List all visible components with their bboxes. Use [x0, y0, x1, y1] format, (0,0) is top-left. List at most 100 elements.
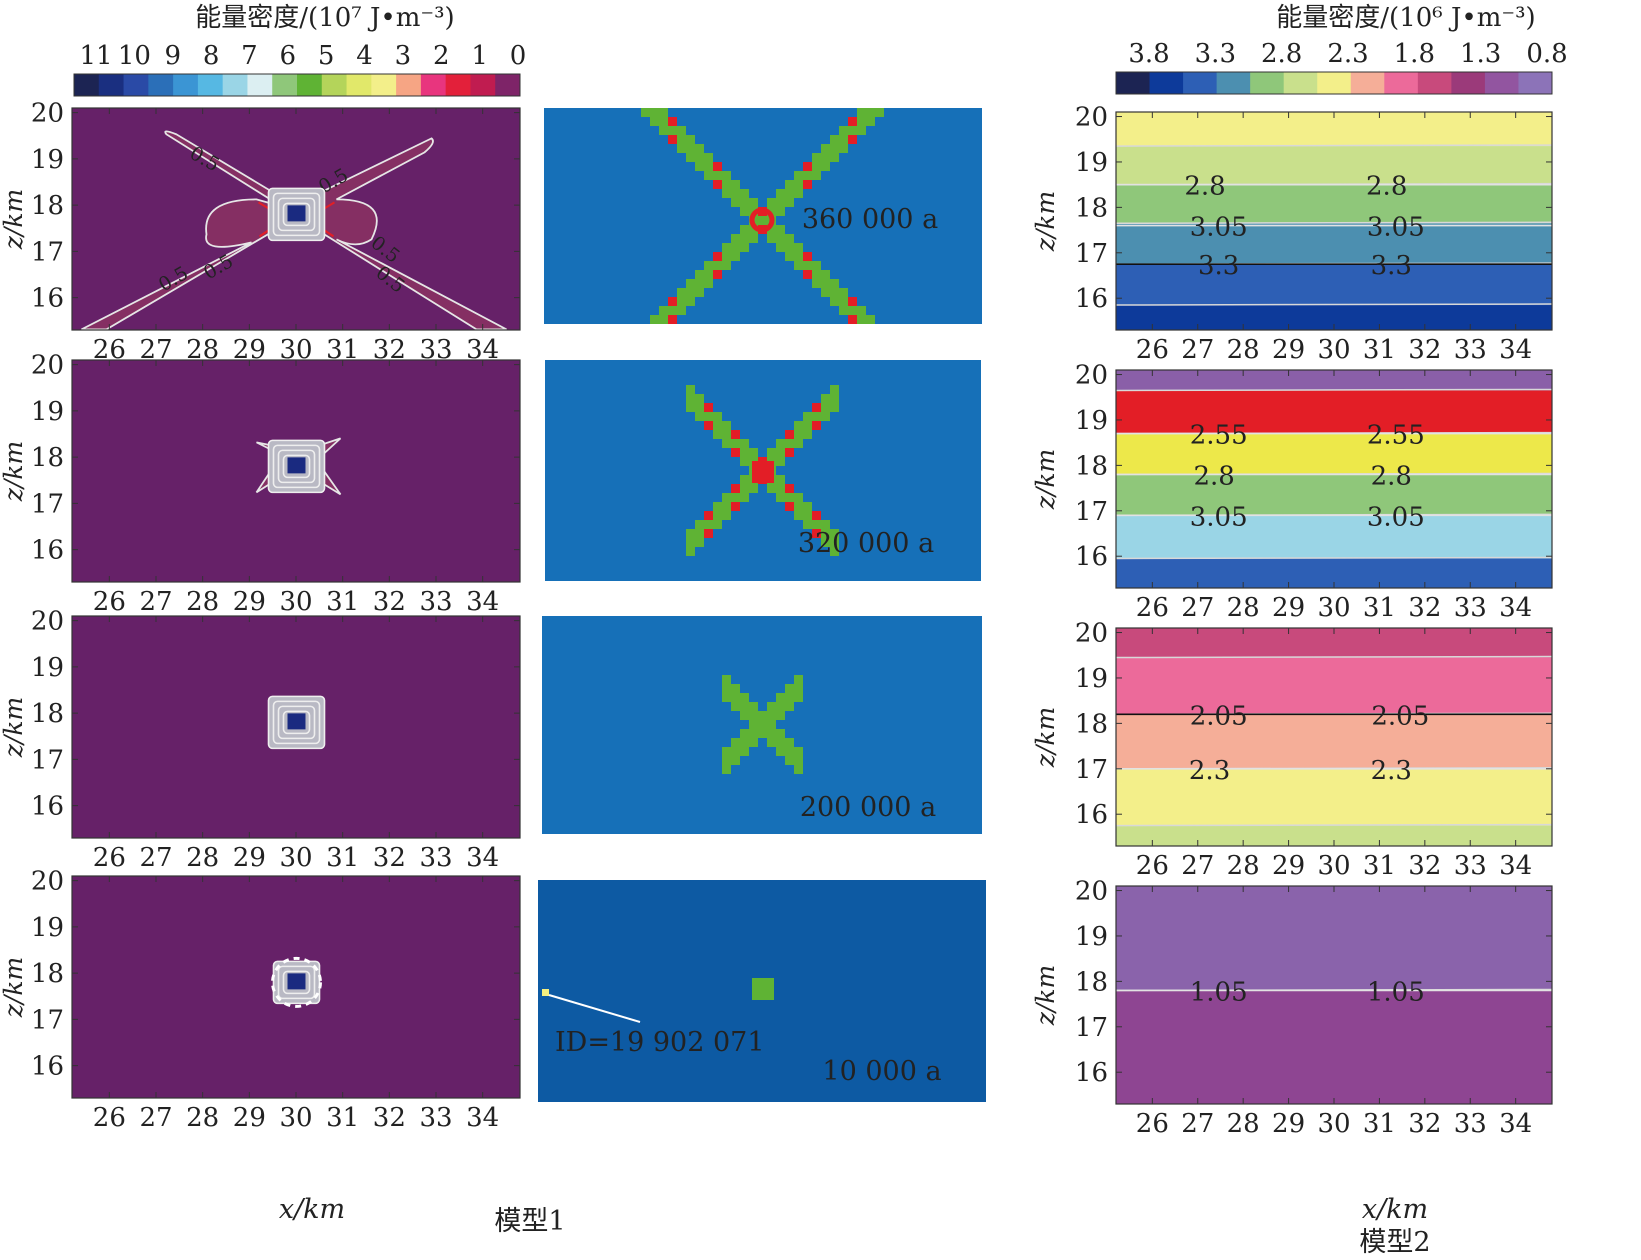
colorbar-swatch: [74, 74, 100, 96]
cell: [677, 135, 686, 144]
cell: [749, 711, 758, 720]
cell: [686, 144, 695, 153]
cell: [884, 90, 893, 99]
energy-band: [1116, 825, 1552, 846]
cell: [848, 135, 857, 144]
cell: [767, 448, 776, 457]
cell-panel: 320 000 a: [545, 360, 981, 581]
cell: [767, 720, 776, 729]
cell: [785, 430, 794, 439]
cell: [812, 162, 821, 171]
model1-caption: 模型1: [494, 1206, 565, 1237]
cell: [659, 126, 668, 135]
cell: [857, 306, 866, 315]
cell: [803, 261, 812, 270]
core-contour: [272, 444, 321, 489]
cell: [857, 126, 866, 135]
x-tick-label: 34: [1499, 593, 1532, 623]
colorbar-swatch: [1384, 72, 1419, 94]
y-axis-label: z/km: [1031, 449, 1060, 510]
cell: [893, 351, 902, 360]
cell: [929, 45, 938, 54]
x-tick-label: 27: [139, 587, 172, 617]
cell: [929, 36, 938, 45]
cell: [830, 547, 839, 556]
cell: [722, 756, 731, 765]
x-tick-label: 31: [1363, 593, 1396, 623]
cell: [947, 36, 956, 45]
cell: [785, 738, 794, 747]
cell: [794, 675, 803, 684]
cell: [749, 448, 758, 457]
cell: [794, 189, 803, 198]
cell: [875, 324, 884, 333]
x-tick-label: 31: [1363, 851, 1396, 881]
core-contour: [272, 700, 321, 745]
x-tick-label: 32: [373, 843, 406, 873]
cell: [884, 342, 893, 351]
cell: [884, 81, 893, 90]
colorbar-frame: [1115, 71, 1553, 95]
model2-x-axis-label: x/km: [1362, 1194, 1428, 1225]
energy-core: [287, 713, 306, 730]
cell: [776, 439, 785, 448]
y-tick-label: 16: [31, 792, 64, 822]
time-label: 200 000 a: [800, 792, 936, 823]
contour-label: 2.55: [1367, 421, 1425, 451]
cell: [731, 684, 740, 693]
x-tick-label: 33: [419, 587, 452, 617]
cell: [794, 252, 803, 261]
cell-panels: 360 000 a 320 000 a 200 000 a ID=19 902 071…: [538, 9, 986, 1102]
colorbar-swatch: [272, 74, 298, 96]
y-axis-label: z/km: [0, 189, 28, 250]
colorbar-frame: [73, 73, 521, 97]
cell: [560, 9, 569, 18]
energy-band: [1116, 515, 1552, 559]
cell: [812, 421, 821, 430]
cell: [713, 270, 722, 279]
cell: [731, 234, 740, 243]
cell: [632, 81, 641, 90]
cell: [668, 117, 677, 126]
cell: [722, 693, 731, 702]
colorbar-swatch: [222, 74, 248, 96]
colorbar-swatch: [371, 74, 397, 96]
x-tick-label: 30: [279, 1103, 312, 1133]
contour-label: 1.05: [1190, 977, 1248, 1007]
cell: [866, 99, 875, 108]
x-tick-label: 33: [1454, 593, 1487, 623]
cell: [848, 315, 857, 324]
cell: [614, 351, 623, 360]
energy-band: [1116, 474, 1552, 516]
cell: [812, 279, 821, 288]
model2-colorbar-tick: 1.3: [1460, 39, 1501, 69]
cell: [821, 394, 830, 403]
model2-colorbar: 3.8 3.3 2.8 2.3 1.8 1.3 0.8: [1115, 39, 1568, 95]
energy-band: [1116, 184, 1552, 224]
x-tick-label: 34: [1499, 1109, 1532, 1139]
cell: [803, 252, 812, 261]
cell: [767, 484, 776, 493]
model1-colorbar-tick: 5: [318, 41, 335, 71]
time-label: 320 000 a: [798, 528, 934, 559]
core-contour: [282, 202, 311, 227]
contour-label: 2.8: [1371, 461, 1412, 491]
energy-core: [287, 457, 306, 474]
colorbar-swatch: [1116, 72, 1151, 94]
cell: [740, 189, 749, 198]
cell: [812, 520, 821, 529]
cell: [695, 412, 704, 421]
model2-colorbar-title: 能量密度/(10⁶ J•m⁻³): [1276, 3, 1535, 33]
colorbar-swatch: [1216, 72, 1251, 94]
y-tick-label: 16: [31, 536, 64, 566]
x-tick-label: 30: [1317, 851, 1350, 881]
y-tick-label: 18: [1075, 451, 1108, 481]
cell: [578, 45, 587, 54]
y-axis-label: z/km: [1031, 707, 1060, 768]
colorbar-swatch: [445, 74, 471, 96]
cell: [740, 448, 749, 457]
cell: [812, 270, 821, 279]
cell: [902, 81, 911, 90]
cell: [776, 729, 785, 738]
cell: [875, 90, 884, 99]
